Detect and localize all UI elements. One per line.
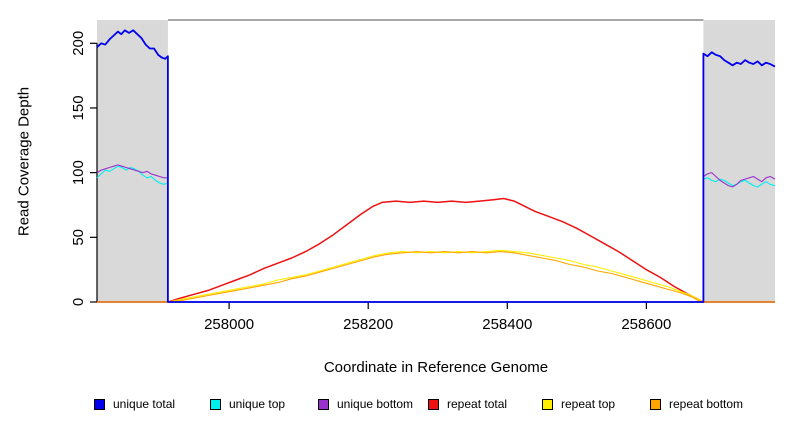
legend-swatch-unique-top bbox=[210, 398, 221, 410]
y-tick-label: 100 bbox=[70, 160, 87, 185]
legend-item-unique-total: unique total bbox=[94, 397, 175, 411]
legend-swatch-unique-total bbox=[94, 398, 105, 410]
series-line-repeat-total bbox=[97, 197, 775, 303]
y-tick-label: 0 bbox=[70, 298, 87, 306]
legend-swatch-repeat-bottom bbox=[650, 398, 661, 410]
legend-label: unique bottom bbox=[337, 397, 414, 411]
legend-item-repeat-top: repeat top bbox=[542, 397, 615, 411]
y-tick-label: 150 bbox=[70, 95, 87, 120]
legend-item-repeat-bottom: repeat bottom bbox=[650, 397, 743, 411]
series-line-unique-total bbox=[96, 29, 776, 303]
shaded-region-1 bbox=[703, 20, 775, 302]
legend-label: repeat top bbox=[561, 397, 616, 411]
legend-label: repeat total bbox=[447, 397, 508, 411]
series-line-unique-top bbox=[96, 165, 776, 303]
legend-swatch-repeat-total bbox=[428, 398, 439, 410]
legend-swatch-repeat-top bbox=[542, 398, 553, 410]
x-tick-label: 258200 bbox=[343, 316, 393, 333]
y-axis-title: Read Coverage Depth bbox=[15, 86, 33, 237]
x-tick-label: 258600 bbox=[621, 316, 671, 333]
legend-item-unique-bottom: unique bottom bbox=[318, 397, 413, 411]
y-tick-label: 50 bbox=[70, 229, 87, 246]
x-tick-label: 258000 bbox=[204, 316, 254, 333]
series-line-repeat-top bbox=[97, 249, 775, 303]
x-axis-title: Coordinate in Reference Genome bbox=[323, 359, 549, 376]
x-tick-label: 258400 bbox=[482, 316, 532, 333]
legend-label: unique total bbox=[113, 397, 176, 411]
legend-item-repeat-total: repeat total bbox=[428, 397, 507, 411]
legend-item-unique-top: unique top bbox=[210, 397, 285, 411]
legend-swatch-unique-bottom bbox=[318, 398, 329, 410]
y-tick-label: 200 bbox=[70, 31, 87, 56]
series-line-repeat-bottom bbox=[97, 251, 775, 303]
legend-label: unique top bbox=[229, 397, 286, 411]
series-line-unique-bottom bbox=[96, 164, 776, 303]
legend-label: repeat bottom bbox=[669, 397, 744, 411]
shaded-region-0 bbox=[97, 20, 168, 302]
